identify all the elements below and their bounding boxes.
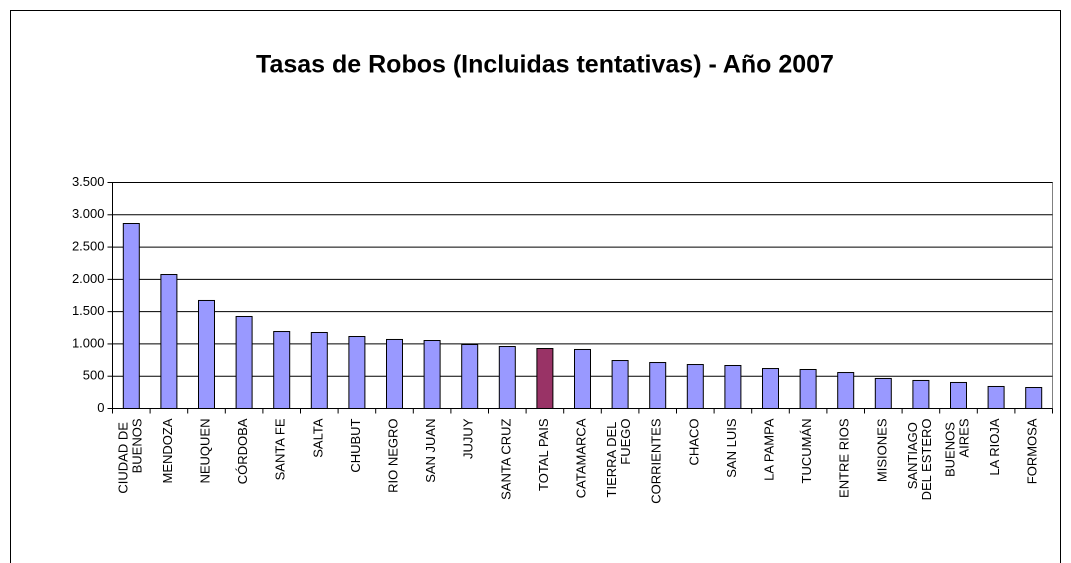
y-tick-label: 1.000 (72, 335, 105, 350)
x-tick-label: SAN LUIS (724, 418, 739, 478)
x-tick-label: TOTAL PAIS (536, 418, 551, 491)
x-tick-label: LA RIOJA (988, 418, 1003, 475)
bar (386, 338, 403, 409)
bar (950, 381, 967, 410)
x-tick-label: NEUQUEN (198, 419, 213, 484)
x-tick-label: TUCUMÁN (800, 419, 815, 484)
bar (122, 223, 140, 409)
x-tick-label: BUENOS AIRES (943, 418, 972, 477)
x-tick-label: JUJUY (461, 418, 476, 459)
x-tick-label: CORRIENTES (649, 418, 664, 504)
bar (611, 360, 629, 410)
bar (423, 340, 441, 409)
x-tick-label: SAN JUAN (424, 419, 439, 483)
bar (686, 364, 704, 409)
x-tick-label: CIUDAD DE BUENOS (116, 418, 145, 493)
bar (235, 315, 253, 409)
bar (536, 348, 554, 410)
bar (310, 331, 328, 409)
bar (724, 364, 742, 409)
x-tick-label: RIO NEGRO (386, 419, 401, 493)
y-tick-label: 3.000 (72, 206, 105, 221)
bar (348, 336, 366, 410)
x-tick-label: CHACO (687, 419, 702, 466)
y-tick-label: 2.500 (72, 239, 105, 254)
bar (762, 368, 779, 409)
y-tick-label: 2.000 (72, 271, 105, 286)
x-tick-label: MISIONES (875, 418, 890, 482)
x-tick-label: SANTA CRUZ (499, 418, 514, 499)
bar (1025, 387, 1043, 409)
bar (987, 385, 1005, 409)
y-tick-label: 3.500 (72, 174, 105, 189)
x-tick-label: FORMOSA (1025, 418, 1040, 484)
x-tick-label: MENDOZA (160, 418, 175, 483)
x-tick-label: CATAMARCA (574, 418, 589, 498)
bar (874, 377, 892, 409)
bar (160, 274, 178, 409)
bar (461, 344, 479, 409)
x-tick-label: CÓRDOBA (236, 418, 251, 484)
x-tick-label: SANTIAGO DEL ESTERO (905, 419, 934, 501)
bar (837, 372, 855, 410)
x-tick-label: SALTA (311, 418, 326, 458)
x-tick-label: ENTRE RIOS (837, 418, 852, 498)
y-tick-label: 0 (97, 400, 104, 415)
bar (574, 348, 591, 410)
y-tick-label: 500 (83, 368, 105, 383)
bar (498, 346, 516, 409)
chart-title: Tasas de Robos (Incluidas tentativas) - … (256, 51, 834, 79)
bar (649, 362, 667, 410)
bar (912, 379, 930, 410)
x-tick-label: LA PAMPA (762, 418, 777, 481)
bar (273, 331, 291, 409)
x-tick-label: SANTA FE (273, 418, 288, 480)
bar (198, 299, 215, 409)
x-tick-label: CHUBUT (348, 418, 363, 472)
x-tick-label: TIERRA DEL FUEGO (605, 419, 634, 498)
y-tick-label: 1.500 (72, 303, 105, 318)
bar (799, 368, 817, 410)
